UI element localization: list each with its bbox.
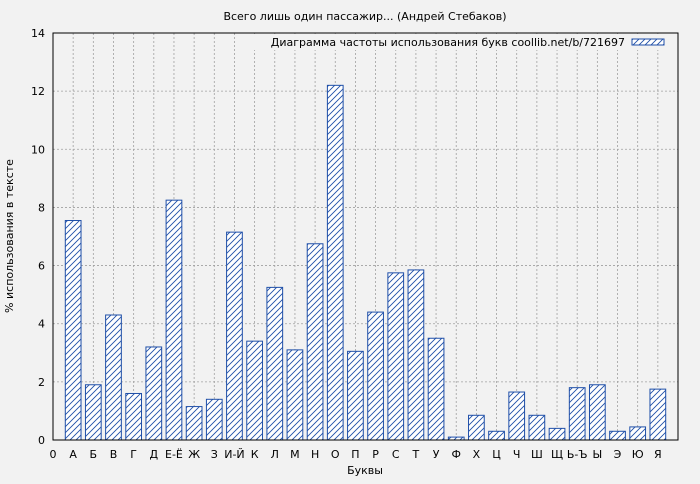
x-tick-label: Т	[412, 448, 420, 461]
bar-21	[468, 414, 485, 441]
bar-17	[387, 272, 405, 441]
chart-title: Всего лишь один пассажир... (Андрей Стеб…	[223, 10, 506, 23]
x-tick-label: И-Й	[224, 448, 244, 461]
bar-30	[649, 388, 667, 441]
bars	[64, 84, 667, 441]
bar-5	[145, 346, 163, 441]
x-tick-label: Г	[130, 448, 137, 461]
y-tick-label: 2	[38, 376, 45, 389]
x-tick-label: Щ	[551, 448, 563, 461]
x-tick-label: 0	[50, 448, 57, 461]
bar-15	[347, 350, 364, 441]
x-tick-label: Ы	[592, 448, 602, 461]
x-tick-label: Ж	[188, 448, 200, 461]
legend: Диаграмма частоты использования букв coo…	[240, 34, 668, 50]
x-tick-label: Ь-Ъ	[567, 448, 588, 461]
x-tick-label: Д	[150, 448, 159, 461]
bar-19	[427, 337, 445, 441]
x-tick-label: Ф	[451, 448, 460, 461]
x-tick-label: Я	[654, 448, 662, 461]
y-tick-label: 4	[38, 318, 45, 331]
x-tick-label: М	[290, 448, 300, 461]
legend-label: Диаграмма частоты использования букв coo…	[271, 36, 625, 49]
bar-12	[286, 349, 304, 441]
x-tick-label: Ю	[632, 448, 644, 461]
x-tick-label: Ш	[531, 448, 543, 461]
x-tick-label: Э	[614, 448, 622, 461]
bar-27	[588, 384, 606, 441]
x-tick-label: Ч	[513, 448, 521, 461]
y-tick-label: 12	[31, 85, 45, 98]
bar-14	[326, 84, 344, 441]
bar-6	[165, 199, 183, 441]
legend-swatch	[631, 38, 665, 46]
x-tick-labels: 0 А Б В Г Д Е-Ё Ж З И-Й К Л М Н О П Р С Т У Ф Х Ц Ч Ш Щ Ь-Ъ Ы Э Ю Я	[50, 448, 662, 461]
bar-26	[568, 387, 586, 441]
x-tick-label: Х	[473, 448, 481, 461]
bar-25	[548, 427, 566, 441]
x-tick-label: Б	[90, 448, 98, 461]
bar-9	[226, 231, 243, 441]
x-tick-label: А	[69, 448, 77, 461]
bar-3	[105, 314, 122, 441]
x-tick-label: Р	[372, 448, 379, 461]
x-tick-label: В	[110, 448, 118, 461]
x-tick-label: К	[251, 448, 259, 461]
y-tick-label: 10	[31, 143, 45, 156]
x-tick-label: Н	[311, 448, 319, 461]
bar-7	[185, 406, 203, 441]
y-tick-label: 6	[38, 260, 45, 273]
bar-29	[629, 426, 647, 441]
bar-1	[64, 220, 82, 441]
bar-18	[407, 269, 425, 441]
bar-16	[367, 311, 384, 441]
x-tick-label: Ц	[492, 448, 501, 461]
x-tick-label: О	[331, 448, 340, 461]
x-axis-title: Буквы	[347, 464, 383, 477]
x-tick-label: Е-Ё	[165, 448, 183, 461]
bar-11	[266, 286, 284, 441]
bar-23	[508, 391, 526, 441]
x-tick-label: У	[433, 448, 440, 461]
bar-4	[125, 392, 143, 441]
x-tick-label: П	[351, 448, 359, 461]
bar-24	[528, 414, 546, 441]
y-axis-title: % использования в тексте	[3, 159, 16, 313]
x-tick-label: З	[211, 448, 218, 461]
y-tick-label: 0	[38, 434, 45, 447]
bar-13	[306, 243, 324, 441]
plot-frame	[52, 32, 679, 441]
x-tick-label: С	[392, 448, 400, 461]
bar-22	[488, 430, 505, 441]
y-tick-label: 8	[38, 201, 45, 214]
bar-10	[246, 340, 263, 441]
legend-background	[240, 34, 668, 50]
bar-2	[84, 384, 102, 441]
y-tick-labels: 0 2 4 6 8 10 12 14	[31, 27, 45, 447]
bar-8	[205, 398, 223, 441]
x-tick-label: Л	[271, 448, 279, 461]
bar-28	[609, 430, 626, 441]
y-tick-label: 14	[31, 27, 45, 40]
